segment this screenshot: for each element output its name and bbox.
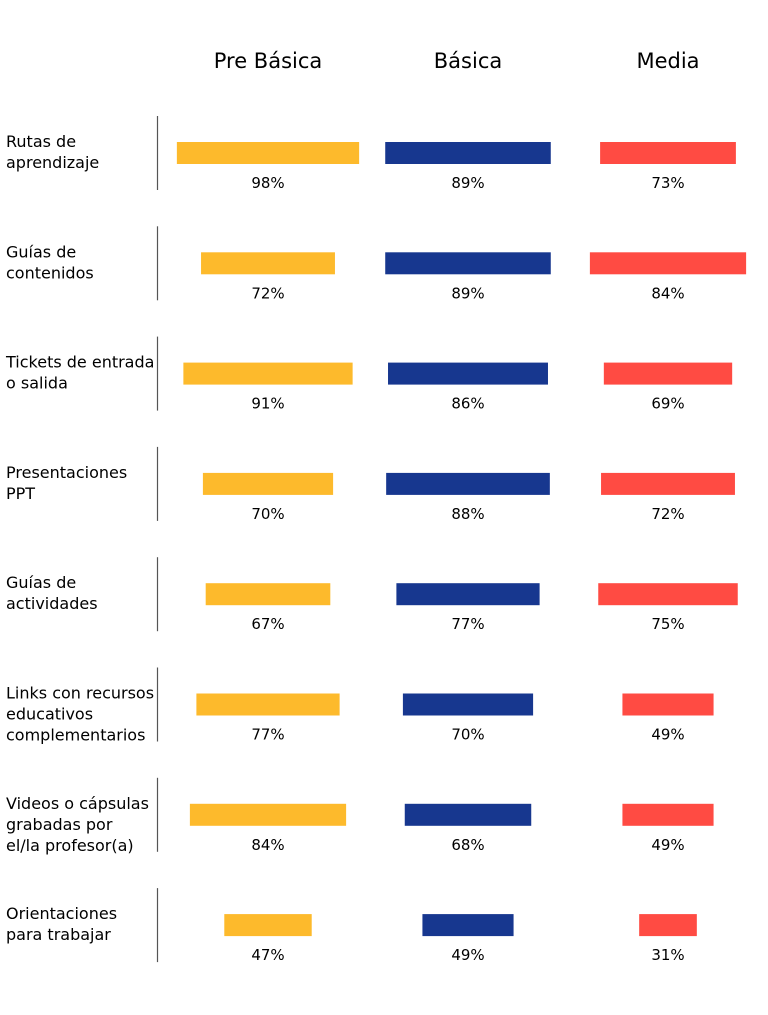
bar-1-7 — [422, 914, 514, 937]
value-label-2-4: 75% — [651, 615, 684, 633]
bar-0-3 — [202, 472, 334, 495]
bar-1-4 — [396, 583, 540, 606]
bar-1-0 — [385, 142, 551, 164]
value-label-1-3: 88% — [451, 505, 484, 523]
bar-2-4 — [598, 583, 738, 606]
value-label-1-5: 70% — [451, 726, 484, 744]
value-label-0-0: 98% — [251, 174, 284, 192]
category-label-5: Links con recursos educativos complementar… — [6, 684, 154, 745]
column-header-2: Media — [636, 49, 699, 73]
value-label-0-7: 47% — [251, 946, 284, 964]
bar-2-0 — [600, 142, 736, 164]
value-label-2-5: 49% — [651, 726, 684, 744]
value-label-2-6: 49% — [651, 836, 684, 854]
bar-0-1 — [201, 252, 335, 275]
bar-0-0 — [176, 142, 360, 164]
bar-2-3 — [601, 472, 735, 495]
category-label-2: Tickets de entrada o salida — [5, 353, 154, 393]
value-label-2-1: 84% — [651, 284, 684, 302]
bar-0-6 — [189, 803, 347, 826]
bar-0-5 — [196, 693, 340, 716]
value-label-0-1: 72% — [251, 284, 284, 302]
value-label-2-3: 72% — [651, 505, 684, 523]
column-header-0: Pre Básica — [214, 49, 323, 73]
category-label-3: Presentaciones PPT — [6, 463, 127, 503]
category-label-4: Guías de actividades — [6, 573, 98, 613]
value-label-0-2: 91% — [251, 395, 284, 413]
bar-2-6 — [622, 803, 714, 826]
value-label-1-6: 68% — [451, 836, 484, 854]
value-label-2-2: 69% — [651, 395, 684, 413]
value-label-0-4: 67% — [251, 615, 284, 633]
category-label-6: Videos o cápsulas grabadas por el/la profe… — [6, 794, 149, 855]
bar-1-2 — [388, 362, 548, 385]
category-label-1: Guías de contenidos — [6, 242, 94, 282]
value-label-1-4: 77% — [451, 615, 484, 633]
bar-1-1 — [385, 252, 551, 275]
bar-1-5 — [402, 693, 534, 716]
bar-2-1 — [589, 252, 747, 275]
column-header-1: Básica — [434, 49, 502, 73]
category-label-0: Rutas de aprendizaje — [6, 132, 99, 172]
bar-1-6 — [404, 803, 532, 826]
value-label-2-0: 73% — [651, 174, 684, 192]
bar-1-3 — [386, 472, 550, 495]
value-label-1-1: 89% — [451, 284, 484, 302]
value-label-1-7: 49% — [451, 946, 484, 964]
bar-2-2 — [603, 362, 733, 385]
bar-2-7 — [639, 914, 697, 937]
value-label-1-0: 89% — [451, 174, 484, 192]
bar-2-5 — [622, 693, 714, 716]
category-label-7: Orientaciones para trabajar — [6, 904, 117, 944]
value-label-2-7: 31% — [651, 946, 684, 964]
value-label-1-2: 86% — [451, 395, 484, 413]
bar-0-7 — [224, 914, 312, 937]
bar-0-2 — [183, 362, 353, 385]
value-label-0-6: 84% — [251, 836, 284, 854]
value-label-0-5: 77% — [251, 726, 284, 744]
value-label-0-3: 70% — [251, 505, 284, 523]
bar-0-4 — [205, 583, 331, 606]
